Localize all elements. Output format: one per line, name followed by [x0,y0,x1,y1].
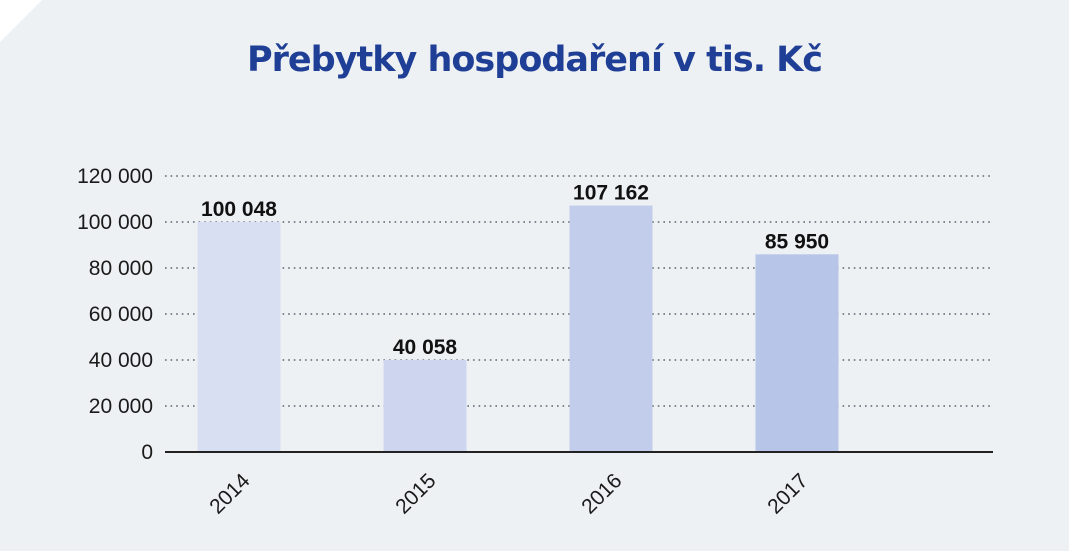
y-tick-label: 80 000 [89,257,153,280]
bar-2015 [383,359,467,452]
x-tick-label-2014: 2014 [205,469,255,519]
x-tick-label-2017: 2017 [763,469,812,518]
y-tick-label: 60 000 [89,303,153,326]
bar-2016 [569,205,653,452]
data-labels: 100 048 40 058 107 162 85 950 [201,182,829,359]
data-label-2017: 85 950 [765,230,829,253]
y-tick-label: 100 000 [77,211,153,234]
y-tick-label: 0 [141,441,153,464]
y-tick-label: 120 000 [77,165,153,188]
bar-2017 [755,254,839,452]
x-axis-tick-labels: 2014 2015 2016 2017 [205,469,812,519]
bar-2014 [197,221,281,452]
data-label-2015: 40 058 [393,336,458,359]
data-label-2014: 100 048 [201,198,277,221]
data-label-2016: 107 162 [573,182,649,205]
bars [197,205,839,452]
gridlines [165,175,993,407]
y-tick-label: 40 000 [89,349,153,372]
x-tick-label-2016: 2016 [577,469,626,518]
x-tick-label-2015: 2015 [391,469,440,518]
chart-title: Přebytky hospodaření v tis. Kč [246,40,823,80]
y-tick-label: 20 000 [89,395,153,418]
y-axis-tick-labels: 0 20 000 40 000 60 000 80 000 100 000 120 000 [77,165,153,464]
